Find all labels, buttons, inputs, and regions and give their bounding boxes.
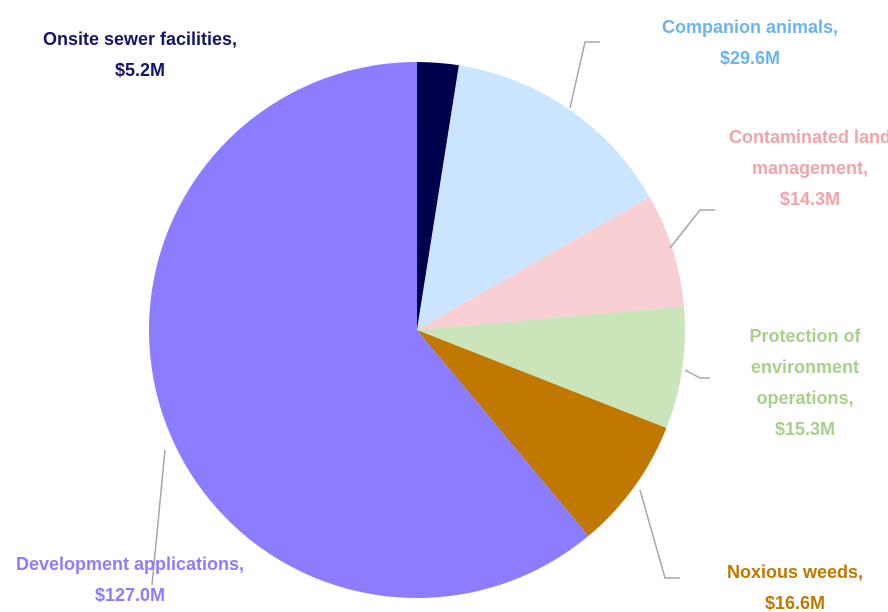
slice-label: Contaminated land management, $14.3M: [725, 122, 888, 215]
leader-line: [639, 489, 680, 579]
slice-label: Onsite sewer facilities, $5.2M: [40, 24, 240, 86]
slice-label: Noxious weeds, $16.6M: [690, 557, 888, 612]
leader-line: [669, 209, 715, 249]
leader-line: [684, 369, 710, 379]
value-label: $15.3M: [774, 419, 836, 439]
pie-slice: [417, 306, 686, 429]
category-label: Onsite sewer facilities,: [42, 29, 238, 49]
value-label: $14.3M: [779, 189, 841, 209]
category-label: Contaminated land management,: [728, 127, 888, 178]
slice-label: Development applications, $127.0M: [0, 549, 260, 611]
pie-slice: [417, 62, 459, 330]
category-label: Development applications,: [15, 554, 245, 574]
pie-slice: [417, 196, 684, 330]
value-label: $16.6M: [764, 593, 826, 612]
slice-label: Protection of environment operations, $1…: [715, 321, 888, 445]
pie-slice: [417, 330, 667, 536]
category-label: Companion animals,: [661, 17, 839, 37]
pie-slice: [148, 62, 589, 598]
leader-line: [151, 449, 166, 586]
value-label: $127.0M: [94, 585, 166, 605]
pie-slice: [417, 65, 650, 330]
leader-line: [569, 41, 600, 109]
value-label: $29.6M: [719, 48, 781, 68]
category-label: Protection of environment operations,: [749, 326, 861, 408]
category-label: Noxious weeds,: [726, 562, 864, 582]
value-label: $5.2M: [114, 60, 166, 80]
slice-label: Companion animals, $29.6M: [640, 12, 860, 74]
